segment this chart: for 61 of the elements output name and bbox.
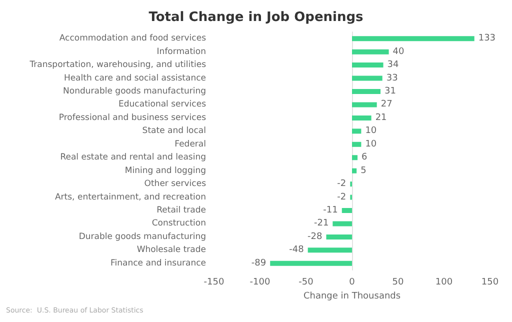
data-label: 5	[360, 166, 366, 176]
y-tick-label: Arts, entertainment, and recreation	[54, 192, 206, 202]
bar	[352, 36, 474, 42]
y-tick-label: State and local	[142, 126, 206, 136]
y-tick-label: Construction	[152, 218, 206, 229]
bar	[352, 102, 377, 108]
x-tick-label: -50	[298, 278, 314, 288]
x-tick-label: -150	[204, 278, 224, 288]
bar	[352, 76, 382, 81]
y-tick-label: Retail trade	[156, 206, 206, 216]
data-label: 6	[362, 152, 368, 163]
bar	[352, 142, 362, 147]
data-label: -2	[337, 192, 346, 202]
chart-title: Total Change in Job Openings	[148, 10, 364, 25]
data-label: 33	[386, 73, 398, 84]
bar	[352, 168, 357, 174]
data-label: -2	[337, 179, 346, 190]
y-tick-label: Wholesale trade	[136, 245, 206, 256]
y-tick-label: Durable goods manufacturing	[78, 232, 206, 242]
x-tick-label: 50	[392, 278, 404, 288]
y-tick-label: Accommodation and food services	[59, 34, 207, 44]
x-tick-label: 150	[481, 278, 499, 288]
bar	[352, 155, 358, 160]
bar	[342, 208, 352, 213]
bar	[332, 221, 352, 226]
data-label: 31	[384, 86, 396, 96]
y-tick-label: Professional and business services	[58, 112, 207, 123]
y-tick-label: Federal	[174, 139, 206, 150]
data-label: -89	[251, 258, 266, 268]
y-tick-label: Nondurable goods manufacturing	[63, 86, 206, 96]
data-label: 40	[392, 46, 405, 57]
bar	[270, 260, 352, 266]
y-tick-label: Information	[156, 46, 206, 57]
data-label: -28	[308, 232, 323, 242]
x-axis-title: Change in Thousands	[303, 291, 401, 302]
bar	[352, 128, 362, 134]
data-label: 27	[380, 100, 392, 110]
y-tick-label: Educational services	[118, 100, 207, 110]
bar	[352, 115, 372, 120]
data-label: 133	[478, 34, 496, 44]
data-label: 21	[375, 112, 387, 123]
bar	[308, 248, 352, 253]
x-tick-label: -100	[250, 278, 270, 288]
data-label: 34	[387, 60, 400, 70]
data-label: -11	[323, 206, 338, 216]
x-tick-label: 0	[349, 278, 356, 288]
bar	[352, 89, 381, 94]
y-tick-label: Health care and social assistance	[64, 73, 206, 84]
y-tick-label: Transportation, warehousing, and utilities	[28, 60, 207, 70]
data-label: -21	[314, 218, 329, 229]
data-label: -48	[289, 245, 304, 256]
y-tick-label: Finance and insurance	[110, 258, 206, 268]
data-label: 10	[365, 139, 377, 150]
bar	[352, 49, 389, 54]
y-tick-label: Mining and logging	[124, 166, 206, 176]
data-label: 10	[365, 126, 377, 136]
x-tick-label: 100	[435, 278, 453, 288]
y-tick-label: Other services	[144, 179, 207, 190]
bar	[352, 62, 384, 68]
y-tick-label: Real estate and rental and leasing	[60, 152, 206, 163]
bar	[326, 234, 352, 240]
